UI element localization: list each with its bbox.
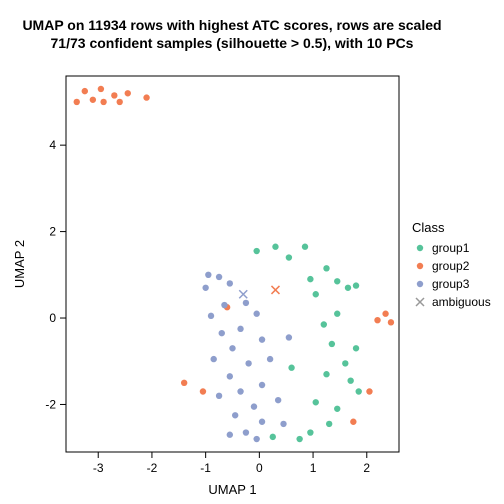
point-group3 — [259, 336, 265, 342]
point-group2 — [382, 311, 388, 317]
point-group3 — [232, 412, 238, 418]
x-tick-label: 0 — [256, 461, 263, 475]
point-group1 — [323, 265, 329, 271]
y-tick-label: -2 — [45, 397, 56, 411]
x-axis-label: UMAP 1 — [208, 482, 256, 497]
point-group3 — [227, 373, 233, 379]
x-tick-label: -1 — [200, 461, 211, 475]
point-group3 — [227, 280, 233, 286]
point-group1 — [326, 421, 332, 427]
point-group1 — [296, 436, 302, 442]
legend-label: ambiguous — [432, 295, 491, 309]
point-group2 — [82, 88, 88, 94]
point-group3 — [243, 300, 249, 306]
point-group3 — [275, 397, 281, 403]
point-group1 — [302, 244, 308, 250]
point-group3 — [205, 272, 211, 278]
point-group2 — [117, 99, 123, 105]
point-group1 — [321, 321, 327, 327]
point-group3 — [211, 356, 217, 362]
point-group2 — [74, 99, 80, 105]
point-group1 — [334, 278, 340, 284]
point-group1 — [329, 341, 335, 347]
point-group2 — [125, 90, 131, 96]
point-group2 — [374, 317, 380, 323]
point-group1 — [313, 291, 319, 297]
x-tick-label: 2 — [363, 461, 370, 475]
point-group3 — [221, 302, 227, 308]
legend-marker — [417, 263, 423, 269]
point-group1 — [270, 434, 276, 440]
point-group1 — [334, 311, 340, 317]
point-group3 — [253, 436, 259, 442]
point-group3 — [216, 393, 222, 399]
point-group3 — [245, 360, 251, 366]
point-group2 — [143, 94, 149, 100]
point-group1 — [353, 345, 359, 351]
legend-marker — [417, 245, 423, 251]
point-group3 — [219, 330, 225, 336]
point-group1 — [286, 254, 292, 260]
legend-label: group3 — [432, 277, 470, 291]
legend-label: group2 — [432, 259, 470, 273]
point-group3 — [216, 274, 222, 280]
chart-title-line1: UMAP on 11934 rows with highest ATC scor… — [22, 17, 441, 33]
point-group2 — [98, 86, 104, 92]
point-group2 — [200, 388, 206, 394]
point-group1 — [334, 406, 340, 412]
point-group3 — [243, 429, 249, 435]
y-tick-label: 2 — [49, 225, 56, 239]
y-tick-label: 4 — [49, 138, 56, 152]
point-group1 — [272, 244, 278, 250]
point-group2 — [181, 380, 187, 386]
x-tick-label: -2 — [147, 461, 158, 475]
point-group2 — [90, 97, 96, 103]
legend-marker — [417, 281, 423, 287]
point-group1 — [288, 365, 294, 371]
point-group3 — [259, 419, 265, 425]
legend-title: Class — [412, 220, 445, 235]
y-axis-label: UMAP 2 — [12, 240, 27, 288]
x-tick-label: 1 — [310, 461, 317, 475]
point-group3 — [286, 334, 292, 340]
point-group2 — [111, 92, 117, 98]
point-group2 — [350, 419, 356, 425]
plot-box — [66, 76, 399, 452]
point-group3 — [259, 382, 265, 388]
point-group1 — [323, 371, 329, 377]
point-group3 — [237, 326, 243, 332]
point-group1 — [307, 429, 313, 435]
point-group1 — [345, 285, 351, 291]
x-tick-label: -3 — [93, 461, 104, 475]
point-group1 — [347, 377, 353, 383]
point-group2 — [366, 388, 372, 394]
y-tick-label: 0 — [49, 311, 56, 325]
point-group3 — [229, 345, 235, 351]
point-group3 — [237, 388, 243, 394]
legend-label: group1 — [432, 241, 470, 255]
point-group3 — [253, 311, 259, 317]
point-group1 — [313, 399, 319, 405]
point-group1 — [253, 248, 259, 254]
point-group3 — [208, 313, 214, 319]
point-group1 — [353, 282, 359, 288]
point-group3 — [267, 356, 273, 362]
point-group2 — [388, 319, 394, 325]
chart-title-line2: 71/73 confident samples (silhouette > 0.… — [51, 35, 414, 51]
point-group1 — [356, 388, 362, 394]
point-group3 — [202, 285, 208, 291]
point-group3 — [227, 432, 233, 438]
point-group2 — [100, 99, 106, 105]
point-group1 — [342, 360, 348, 366]
point-group3 — [280, 421, 286, 427]
point-group3 — [251, 403, 257, 409]
umap-scatter-chart: UMAP on 11934 rows with highest ATC scor… — [0, 0, 504, 504]
point-group1 — [307, 276, 313, 282]
